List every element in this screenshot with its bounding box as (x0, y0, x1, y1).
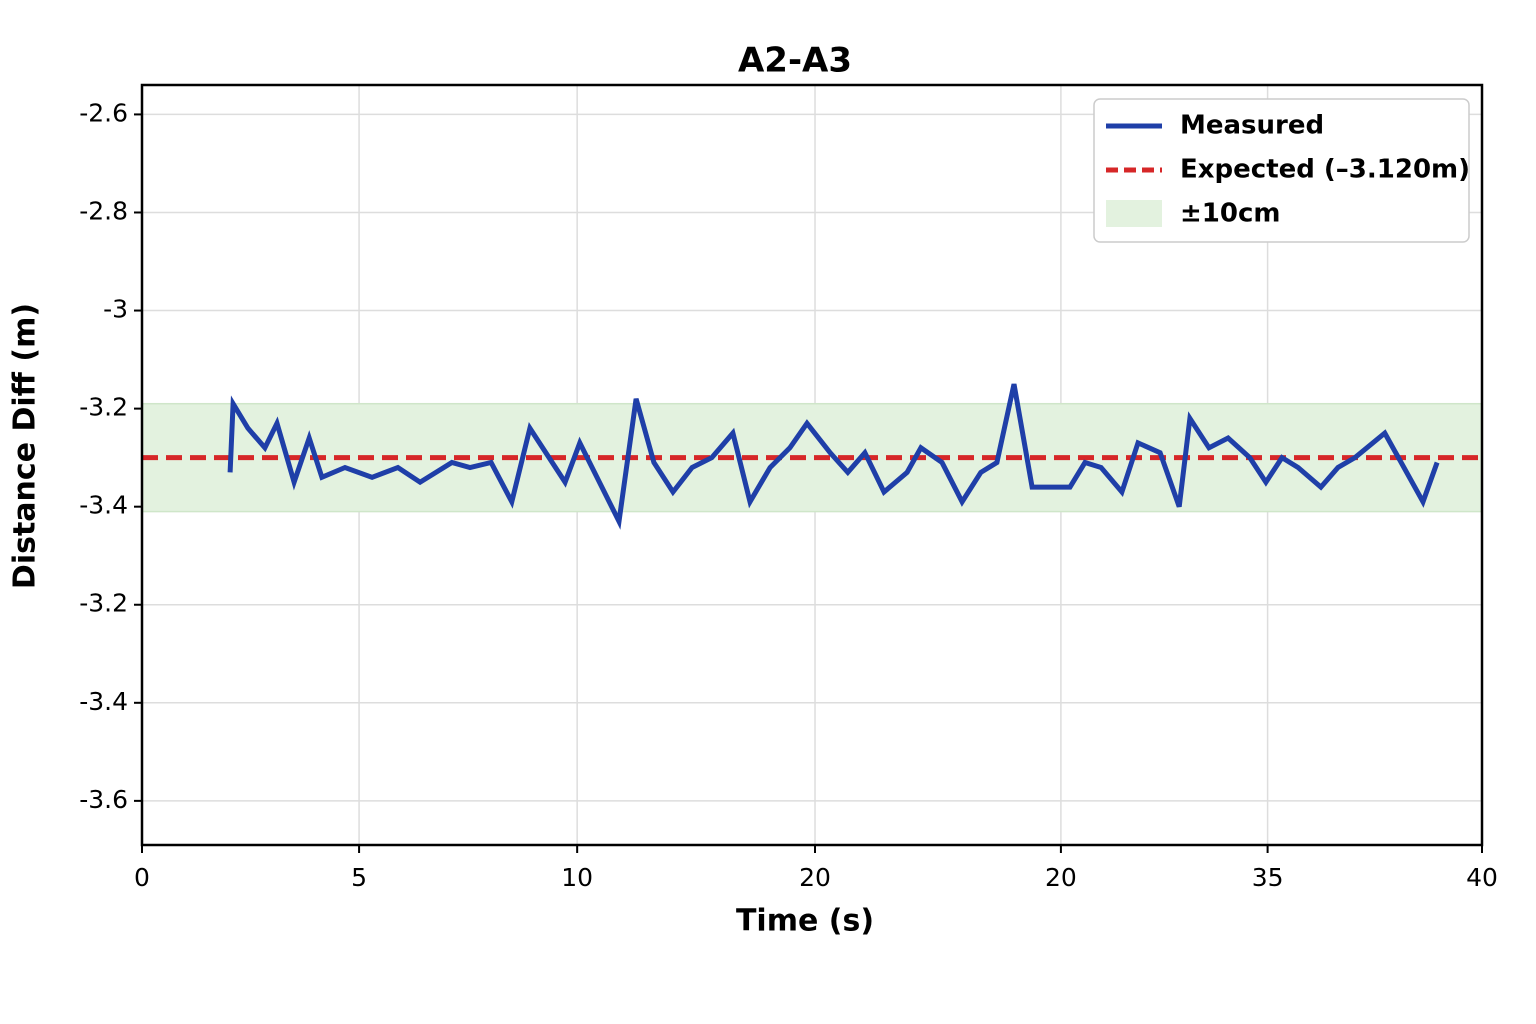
y-tick-label: -3.4 (79, 687, 128, 716)
y-tick-label: -3 (103, 295, 128, 324)
x-tick-label: 20 (1045, 863, 1077, 892)
y-axis-label: Distance Diff (m) (8, 303, 43, 589)
measured-line (227, 383, 1440, 530)
y-tick-label: -2.6 (79, 98, 128, 127)
legend-label: Measured (1180, 111, 1324, 141)
x-axis-label: Time (s) (736, 904, 874, 939)
legend-label: Expected (–3.120m) (1180, 155, 1470, 185)
x-tick-label: 40 (1466, 863, 1498, 892)
x-tick-label: 10 (561, 863, 593, 892)
x-tick-label: 5 (351, 863, 367, 892)
legend-label: ±10cm (1180, 199, 1280, 229)
y-tick-label: -2.8 (79, 196, 128, 225)
chart-title: A2-A3 (738, 41, 852, 81)
x-tick-label: 35 (1252, 863, 1284, 892)
x-tick-label: 0 (134, 863, 150, 892)
y-tick-label: -3.4 (79, 491, 128, 520)
plot-frame (140, 83, 1484, 847)
legend: Measured Expected (–3.120m) ±10cm (1093, 98, 1470, 243)
legend-swatch (1106, 200, 1162, 227)
x-tick-label: 20 (799, 863, 831, 892)
y-tick-label: -3.2 (79, 589, 128, 618)
y-tick-label: -3.6 (79, 785, 128, 814)
y-tick-label: -3.2 (79, 393, 128, 422)
legend-box (1093, 98, 1470, 243)
